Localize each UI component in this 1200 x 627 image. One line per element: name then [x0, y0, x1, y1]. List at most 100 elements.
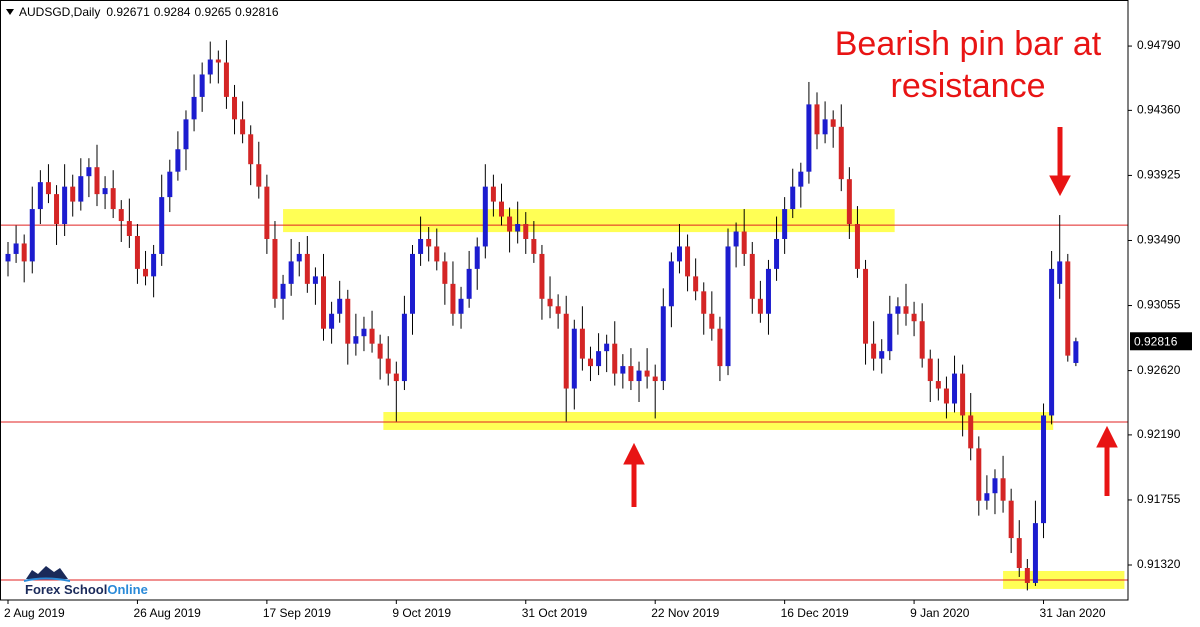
header-open: 0.92671	[106, 5, 150, 19]
candle-body	[353, 336, 359, 344]
candle-body	[887, 313, 893, 352]
candle-body	[215, 59, 221, 63]
logo-text: Online	[107, 582, 147, 597]
candle-body	[175, 149, 181, 172]
candles	[5, 40, 1079, 591]
candle-body	[676, 246, 682, 262]
candle-body	[774, 238, 780, 269]
candle-body	[223, 62, 229, 97]
x-tick-label: 2 Aug 2019	[4, 606, 65, 620]
candle-body	[94, 167, 100, 195]
candle-body	[806, 104, 812, 172]
last-price-label: 0.92816	[1134, 334, 1178, 348]
candle-body	[482, 186, 488, 247]
candle-body	[134, 235, 140, 269]
candle-body	[102, 188, 108, 195]
candle-body	[393, 373, 399, 382]
x-tick-label: 9 Oct 2019	[392, 606, 451, 620]
candle-body	[466, 268, 472, 299]
candle-body	[54, 194, 60, 225]
candle-body	[903, 306, 909, 314]
candle-body	[701, 291, 707, 314]
x-tick-label: 26 Aug 2019	[133, 606, 201, 620]
candle-body	[863, 268, 869, 344]
candle-body	[636, 370, 642, 382]
candle-body	[280, 283, 286, 299]
candle-body	[490, 186, 496, 202]
candle-body	[426, 238, 432, 247]
arrows	[623, 127, 1118, 507]
candle-body	[741, 231, 747, 254]
logo-text: Forex School	[25, 582, 107, 597]
candle-body	[191, 96, 197, 120]
candle-body	[207, 59, 213, 75]
candle-body	[782, 209, 788, 239]
candle-body	[960, 373, 966, 416]
candle-body	[62, 186, 68, 225]
x-tick-label: 22 Nov 2019	[651, 606, 719, 620]
candle-body	[45, 182, 51, 195]
candle-body	[13, 243, 19, 254]
candle-body	[660, 306, 666, 382]
logo-wave	[23, 577, 71, 582]
candle-body	[725, 246, 731, 367]
candle-body	[1057, 261, 1063, 284]
candle-body	[507, 216, 513, 232]
candle-body	[628, 366, 634, 382]
zone	[383, 412, 1054, 430]
logo: Forex SchoolOnline	[23, 566, 148, 597]
candle-body	[296, 253, 302, 262]
candle-body	[757, 298, 763, 314]
candle-body	[1049, 268, 1055, 416]
candle-body	[240, 119, 246, 135]
candle-body	[345, 298, 351, 344]
candle-body	[911, 313, 917, 322]
candle-body	[256, 164, 262, 187]
candle-body	[442, 261, 448, 284]
candle-body	[927, 358, 933, 382]
candle-body	[871, 343, 877, 359]
candle-body	[709, 313, 715, 329]
candle-body	[458, 298, 464, 314]
candle-body	[321, 276, 327, 329]
candle-body	[337, 298, 343, 314]
candle-body	[571, 328, 577, 389]
arrow-head	[1096, 425, 1118, 448]
candle-body	[401, 313, 407, 382]
candle-body	[846, 179, 852, 225]
candle-body	[1008, 500, 1014, 539]
x-tick-label: 31 Jan 2020	[1040, 606, 1106, 620]
levels	[0, 224, 1128, 581]
candle-body	[587, 358, 593, 367]
candle-body	[1000, 478, 1006, 501]
svg-text:Forex SchoolOnline: Forex SchoolOnline	[25, 582, 148, 597]
logo-icon	[26, 566, 68, 579]
y-tick-label: 0.92190	[1137, 427, 1181, 441]
candle-body	[248, 134, 254, 165]
candle-body	[159, 197, 165, 254]
y-tick-label: 0.92620	[1137, 363, 1181, 377]
candle-body	[579, 328, 585, 359]
candle-body	[854, 224, 860, 269]
y-tick-label: 0.94790	[1137, 38, 1181, 52]
x-tick-label: 9 Jan 2020	[910, 606, 970, 620]
candle-body	[943, 388, 949, 404]
candle-body	[814, 104, 820, 135]
candle-body	[450, 283, 456, 314]
candle-body	[377, 343, 383, 359]
annotation: Bearish pin bar at	[835, 25, 1102, 63]
candle-body	[515, 224, 521, 232]
candle-body	[765, 268, 771, 314]
candle-body	[1065, 261, 1071, 356]
candle-body	[418, 238, 424, 254]
candle-body	[685, 246, 691, 277]
candle-body	[668, 261, 674, 307]
candle-body	[596, 351, 602, 367]
candle-body	[369, 328, 375, 344]
candle-body	[199, 74, 205, 97]
candle-body	[531, 238, 537, 254]
candle-body	[733, 231, 739, 247]
candle-body	[790, 186, 796, 210]
